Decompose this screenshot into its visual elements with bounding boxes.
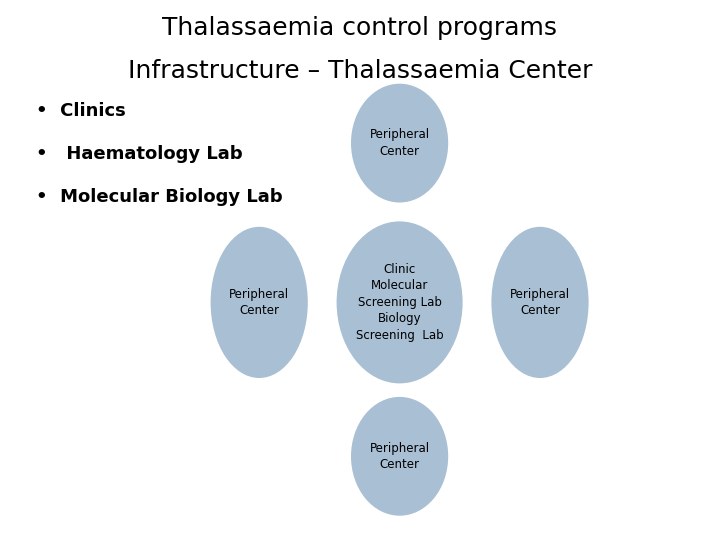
Text: Clinic
Molecular
Screening Lab
Biology
Screening  Lab: Clinic Molecular Screening Lab Biology S…	[356, 263, 444, 342]
Ellipse shape	[210, 227, 308, 378]
Ellipse shape	[491, 227, 589, 378]
Text: •  Molecular Biology Lab: • Molecular Biology Lab	[36, 188, 283, 206]
Text: Thalassaemia control programs: Thalassaemia control programs	[163, 16, 557, 40]
Text: Peripheral
Center: Peripheral Center	[369, 442, 430, 471]
Ellipse shape	[351, 84, 448, 202]
Text: Peripheral
Center: Peripheral Center	[369, 129, 430, 158]
Text: •   Haematology Lab: • Haematology Lab	[36, 145, 243, 163]
Text: Peripheral
Center: Peripheral Center	[229, 288, 289, 317]
Text: Infrastructure – Thalassaemia Center: Infrastructure – Thalassaemia Center	[127, 59, 593, 83]
Ellipse shape	[351, 397, 448, 516]
Text: •  Clinics: • Clinics	[36, 102, 126, 120]
Ellipse shape	[337, 221, 463, 383]
Text: Peripheral
Center: Peripheral Center	[510, 288, 570, 317]
